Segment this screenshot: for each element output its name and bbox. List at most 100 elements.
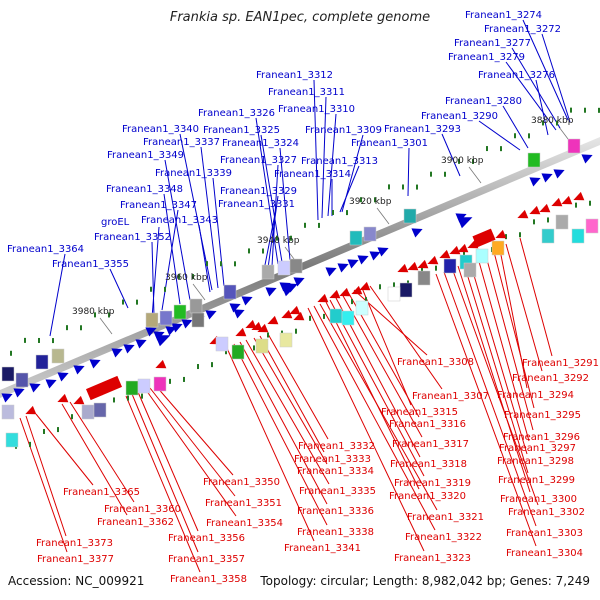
reverse-label-connector xyxy=(125,395,201,573)
forward-label-connector xyxy=(313,79,319,221)
forward-gene-label: groEL xyxy=(101,217,130,228)
reverse-gene-arrow xyxy=(539,203,551,213)
reverse-label-connector xyxy=(69,401,135,503)
reverse-label-connector xyxy=(319,303,438,511)
gene-domain-tile xyxy=(355,300,369,316)
reverse-label-connector xyxy=(225,345,315,542)
gene-domain-tile xyxy=(567,138,581,154)
forward-gene-label: Franean1_3309 xyxy=(305,125,382,136)
reverse-gene-label: Franean1_3299 xyxy=(498,475,575,486)
gene-domain-tile xyxy=(527,152,541,168)
forward-gene-arrow xyxy=(357,255,369,265)
position-leader xyxy=(376,207,390,225)
reverse-gene-label: Franean1_3365 xyxy=(63,487,140,498)
forward-gene-label: Franean1_3326 xyxy=(198,108,275,119)
reverse-label-connector xyxy=(145,389,237,517)
position-label: 3960 kbp xyxy=(165,273,208,283)
tick-mark xyxy=(248,248,250,254)
forward-gene-arrow xyxy=(347,259,359,269)
gene-domain-tile xyxy=(289,258,303,274)
forward-gene-label: Franean1_3301 xyxy=(351,138,428,149)
tick-mark xyxy=(388,184,390,190)
gene-domain-tile xyxy=(15,372,29,388)
forward-gene-arrow xyxy=(541,173,553,183)
reverse-gene-label: Franean1_3373 xyxy=(36,538,113,549)
reverse-label-connector xyxy=(155,385,234,476)
tick-mark xyxy=(533,219,535,225)
position-label: 3980 kbp xyxy=(72,307,115,317)
forward-gene-label: Franean1_3293 xyxy=(384,124,461,135)
forward-gene-label: Franean1_3312 xyxy=(256,70,333,81)
forward-gene-arrow xyxy=(123,344,135,354)
reverse-gene-label: Franean1_3317 xyxy=(392,439,469,450)
gene-domain-tile xyxy=(585,218,599,234)
reverse-gene-label: Franean1_3322 xyxy=(405,532,482,543)
reverse-gene-label: Franean1_3302 xyxy=(508,507,585,518)
tick-mark xyxy=(304,222,306,228)
tick-mark xyxy=(220,261,222,267)
forward-gene-label: Franean1_3272 xyxy=(484,24,561,35)
gene-domain-tile xyxy=(215,336,229,352)
reverse-label-connector xyxy=(137,391,199,532)
tick-mark xyxy=(374,197,376,203)
forward-label-connector xyxy=(255,117,279,265)
forward-gene-labels: Franean1_3274 Franean1_3272 Franean1_3277 F… xyxy=(7,10,561,270)
forward-gene-label: Franean1_3343 xyxy=(141,215,218,226)
reverse-label-connector xyxy=(469,261,528,455)
gene-domain-tile xyxy=(189,298,203,314)
tick-mark xyxy=(505,234,507,240)
tick-mark xyxy=(556,120,558,126)
forward-gene-arrow xyxy=(45,379,57,389)
forward-label-connector xyxy=(263,208,277,271)
forward-gene-label: Franean1_3331 xyxy=(218,199,295,210)
gene-domain-tile xyxy=(329,308,343,324)
forward-label-connector xyxy=(161,209,179,311)
gene-domain-tile xyxy=(51,348,65,364)
gene-domain-tile xyxy=(277,260,291,276)
reverse-gene-arrow xyxy=(317,293,329,303)
reverse-label-connector xyxy=(341,293,423,438)
reverse-label-connector xyxy=(451,267,539,506)
reverse-label-connector xyxy=(519,237,553,357)
tick-mark xyxy=(444,171,446,177)
forward-gene-label: Franean1_3355 xyxy=(52,259,129,270)
gene-domain-tile xyxy=(349,230,363,246)
reverse-gene-arrow xyxy=(397,263,409,273)
forward-label-connector xyxy=(164,159,191,301)
gene-domain-tile xyxy=(571,228,585,244)
forward-label-connector xyxy=(407,147,410,197)
tick-mark xyxy=(10,350,12,356)
forward-gene-arrow xyxy=(57,372,69,382)
tick-mark xyxy=(463,250,465,256)
position-leader xyxy=(192,283,206,301)
forward-gene-arrow xyxy=(205,310,217,320)
forward-gene-arrow xyxy=(135,339,147,349)
reverse-gene-label: Franean1_3307 xyxy=(412,391,489,402)
tick-mark xyxy=(183,376,185,382)
forward-gene-label: Franean1_3313 xyxy=(301,156,378,167)
forward-label-connector xyxy=(511,47,561,129)
tick-mark xyxy=(122,299,124,305)
forward-label-connector xyxy=(321,96,327,219)
forward-gene-arrow xyxy=(73,365,85,375)
tick-mark xyxy=(94,312,96,318)
gene-domain-tile xyxy=(399,282,413,298)
reverse-gene-label: Franean1_3334 xyxy=(297,466,374,477)
tick-mark xyxy=(360,197,362,203)
tick-mark xyxy=(178,273,180,279)
forward-gene-arrow xyxy=(171,323,183,333)
forward-gene-label: Franean1_3276 xyxy=(478,70,555,81)
gene-features xyxy=(1,138,599,448)
tick-mark xyxy=(141,393,143,399)
forward-gene-arrow xyxy=(233,309,245,319)
reverse-gene-arrow xyxy=(267,315,279,325)
reverse-label-connector xyxy=(25,415,67,537)
position-label: 3880 kbp xyxy=(531,116,574,126)
reverse-label-connector xyxy=(253,337,328,465)
forward-label-connector xyxy=(179,133,213,291)
forward-gene-label: Franean1_3348 xyxy=(106,184,183,195)
tick-mark xyxy=(206,261,208,267)
reverse-gene-label: Franean1_3332 xyxy=(298,441,375,452)
tick-mark xyxy=(500,146,502,152)
tick-mark xyxy=(346,210,348,216)
